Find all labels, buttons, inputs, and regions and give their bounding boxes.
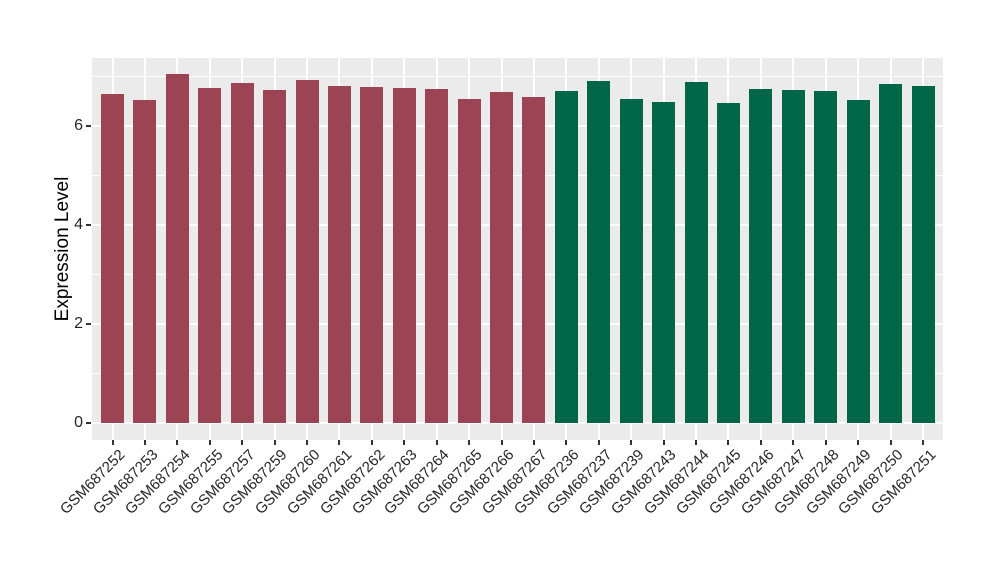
x-tick-mark	[370, 440, 373, 445]
x-tick-mark	[532, 440, 535, 445]
minor-gridline-y-1	[92, 373, 943, 374]
bar-GSM687261	[327, 85, 351, 423]
bar-GSM687237	[587, 80, 611, 423]
x-tick-mark	[922, 440, 924, 445]
bar-GSM687259	[263, 89, 287, 423]
x-tick-mark	[792, 440, 795, 445]
bar-GSM687253	[133, 99, 157, 423]
y-tick-mark-2	[86, 323, 91, 325]
bar-GSM687255	[198, 87, 222, 423]
x-tick-mark	[630, 440, 633, 445]
bar-GSM687239	[619, 98, 643, 423]
bar-GSM687266	[490, 92, 514, 423]
bar-GSM687236	[554, 91, 578, 423]
x-tick-mark	[759, 440, 762, 445]
bar-GSM687257	[230, 83, 254, 423]
x-tick-mark	[597, 440, 600, 445]
x-tick-mark	[208, 440, 211, 445]
major-gridline-y-2	[92, 323, 943, 325]
bar-GSM687249	[846, 99, 870, 423]
bar-GSM687245	[716, 102, 740, 423]
x-tick-mark	[727, 440, 730, 445]
plot-panel	[92, 58, 943, 440]
bar-GSM687260	[295, 80, 319, 423]
y-tick-label-2: 2	[74, 315, 83, 332]
minor-gridline-y-3	[92, 274, 943, 275]
bar-GSM687263	[392, 87, 416, 423]
y-tick-mark-4	[86, 224, 91, 226]
bar-GSM687244	[684, 82, 708, 423]
x-tick-mark	[435, 440, 438, 445]
y-axis-title: Expression Level	[52, 176, 73, 322]
y-tick-label-4: 4	[74, 216, 83, 233]
bar-GSM687248	[814, 90, 838, 423]
x-tick-mark	[565, 440, 568, 445]
x-tick-mark	[662, 440, 665, 445]
bar-GSM687246	[749, 88, 773, 423]
y-tick-label-6: 6	[74, 117, 83, 134]
minor-gridline-y-7	[92, 76, 943, 77]
x-tick-mark	[273, 440, 276, 445]
x-tick-mark	[111, 440, 114, 445]
major-gridline-y-4	[92, 224, 943, 226]
major-gridline-y-6	[92, 125, 943, 127]
bar-GSM687250	[879, 83, 903, 423]
bar-GSM687251	[911, 85, 935, 423]
minor-gridline-y-5	[92, 175, 943, 176]
x-tick-mark	[403, 440, 406, 445]
x-tick-mark	[824, 440, 827, 445]
x-tick-mark	[468, 440, 471, 445]
x-tick-mark	[241, 440, 244, 445]
major-gridline-y-0	[92, 422, 943, 424]
y-tick-mark-6	[86, 125, 91, 127]
x-tick-mark	[176, 440, 179, 445]
x-tick-mark	[695, 440, 698, 445]
bar-GSM687252	[101, 94, 124, 423]
y-tick-mark-0	[86, 422, 91, 424]
x-tick-mark	[306, 440, 309, 445]
bar-GSM687243	[652, 102, 676, 423]
y-tick-label-0: 0	[74, 414, 83, 431]
bar-GSM687262	[360, 86, 384, 423]
bar-GSM687267	[522, 96, 546, 423]
x-tick-mark	[500, 440, 503, 445]
x-tick-mark	[338, 440, 341, 445]
bar-GSM687264	[425, 88, 449, 423]
x-tick-mark	[857, 440, 860, 445]
x-tick-mark	[143, 440, 146, 445]
bar-GSM687265	[457, 98, 481, 423]
x-tick-mark	[889, 440, 892, 445]
bar-GSM687254	[165, 73, 189, 423]
bar-GSM687247	[781, 89, 805, 423]
